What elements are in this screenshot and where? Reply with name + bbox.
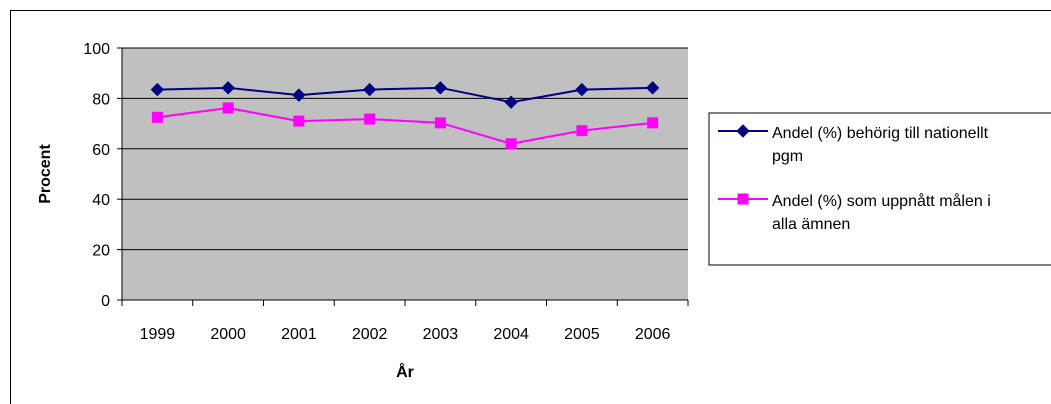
y-tick-label: 40 — [92, 192, 110, 209]
series-group — [150, 81, 660, 150]
data-point — [645, 81, 660, 95]
legend-label: pgm — [772, 148, 803, 165]
x-tick-label: 2002 — [352, 326, 388, 343]
series-1 — [150, 81, 660, 109]
y-tick-label: 80 — [92, 91, 110, 108]
legend-item-2: Andel (%) som uppnått målen i alla ämnen — [718, 192, 991, 233]
y-tick-label: 0 — [101, 293, 110, 310]
x-tick-label: 2000 — [210, 326, 246, 343]
data-point — [576, 125, 588, 137]
legend-label: Andel (%) som uppnått målen i — [772, 192, 991, 210]
x-tick-label: 2003 — [423, 326, 459, 343]
x-tick-label: 1999 — [140, 326, 176, 343]
data-point — [362, 82, 377, 97]
legend-marker — [737, 193, 749, 205]
data-point — [575, 82, 589, 97]
data-point — [433, 81, 448, 95]
data-point — [292, 88, 306, 102]
y-tick-labels: 0 20 40 60 80 100 — [83, 41, 110, 310]
legend-marker — [736, 124, 750, 138]
legend-item-1: Andel (%) behörig till nationellt pgm — [718, 124, 989, 165]
data-point — [647, 117, 659, 129]
x-axis-title: År — [396, 362, 414, 381]
legend-label: alla ämnen — [772, 216, 850, 233]
series-2 — [151, 102, 659, 150]
gridlines — [122, 47, 688, 251]
x-tick-label: 2004 — [493, 326, 529, 343]
y-tick-label: 20 — [92, 243, 110, 260]
x-tick-label: 2005 — [564, 326, 600, 343]
data-point — [293, 115, 305, 127]
x-tick-label: 2006 — [635, 326, 671, 343]
y-axis-title: Procent — [37, 144, 54, 204]
data-point — [504, 95, 518, 109]
data-point — [151, 111, 163, 123]
y-tick-label: 100 — [83, 41, 110, 58]
data-point — [150, 82, 165, 97]
data-point — [505, 138, 517, 150]
data-point — [434, 117, 446, 129]
legend: Andel (%) behörig till nationelltpgmAnde… — [708, 112, 1051, 266]
y-tick-label: 60 — [92, 142, 110, 159]
series-line — [157, 106, 653, 145]
legend-label: Andel (%) behörig till nationellt — [772, 125, 989, 142]
axes — [117, 47, 689, 306]
data-point — [222, 102, 234, 114]
data-point — [364, 113, 376, 125]
data-point — [221, 81, 235, 95]
x-tick-label: 2001 — [281, 326, 317, 343]
plot-area — [122, 48, 688, 300]
chart-frame — [10, 10, 1051, 404]
x-tick-labels: 1999 2000 2001 2002 2003 2004 2005 2006 — [140, 326, 671, 343]
legend-box — [708, 112, 1051, 266]
series-line — [157, 86, 653, 104]
